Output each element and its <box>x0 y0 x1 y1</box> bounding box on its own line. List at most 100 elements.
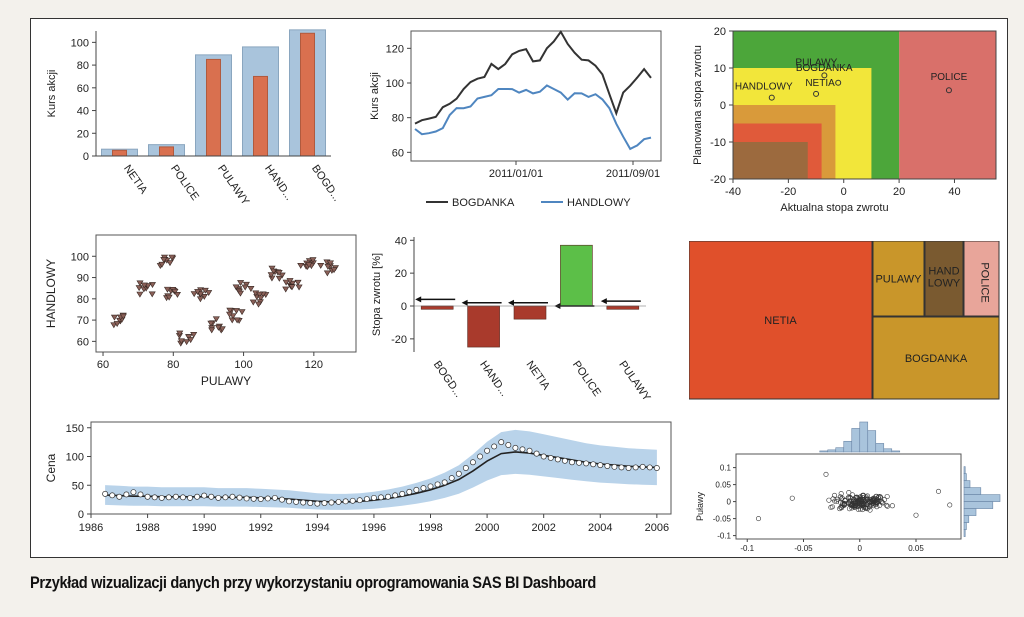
treemap-cell <box>689 241 873 400</box>
chart-treemap: NETIA PULAWY HAND LOWY POLICE BOGDANKA <box>689 241 1000 400</box>
scatter-point <box>848 497 854 503</box>
price-point <box>561 457 568 464</box>
x-tick-label: -20 <box>780 186 796 198</box>
x-tick-label: 0 <box>858 544 863 553</box>
scatter-point <box>330 267 338 274</box>
plot-frame <box>410 30 662 162</box>
y-tick-label: 0 <box>727 498 732 507</box>
price-point <box>300 499 307 506</box>
price-point <box>243 495 250 502</box>
y-tick-label: 20 <box>714 26 726 38</box>
y-tick-label: -20 <box>391 334 407 346</box>
scatter-point <box>867 499 873 505</box>
price-point <box>618 464 625 471</box>
legend-label: BOGDANKA <box>452 197 515 209</box>
scatter-point <box>309 257 317 264</box>
price-point <box>215 494 222 501</box>
y-tick-label: 0.1 <box>720 464 732 473</box>
hist-right-bar <box>963 508 977 516</box>
scatter-point <box>834 498 840 504</box>
price-point <box>448 475 455 482</box>
scatter-point <box>873 502 879 508</box>
price-point <box>271 494 278 501</box>
scatter-point <box>872 498 878 504</box>
category-label: POLICE <box>570 359 603 399</box>
scatter-point <box>846 489 852 495</box>
scatter-point <box>201 287 209 294</box>
scatter-point <box>190 331 198 338</box>
bar-inner <box>300 32 315 157</box>
price-point <box>385 493 392 500</box>
scatter-point <box>165 294 173 301</box>
scatter-point <box>863 497 869 503</box>
scatter-point <box>249 299 257 306</box>
scatter-point <box>889 503 895 509</box>
x-tick-label: -0.1 <box>740 544 754 553</box>
y-axis-label: Planowana stopa zwrotu <box>692 45 704 165</box>
price-point <box>392 492 399 499</box>
y-tick-label: 0 <box>83 151 89 163</box>
price-point <box>583 460 590 467</box>
chart-return-bars: -20 0 20 40 Stopa zwrotu [%] BOGD... HAND... NE… <box>371 235 653 404</box>
hist-top-bar <box>827 449 837 453</box>
price-point <box>554 456 561 463</box>
category-label: NETIA <box>121 163 150 197</box>
scatter-point <box>166 260 174 267</box>
price-point <box>165 494 172 501</box>
scatter-point <box>282 286 290 293</box>
price-point <box>370 494 377 501</box>
scatter-point <box>236 290 244 297</box>
y-tick-label: 40 <box>395 235 407 247</box>
hist-top-bar <box>867 430 877 453</box>
y-tick-label: 100 <box>71 251 89 263</box>
scatter-point <box>884 502 890 508</box>
plot-frame <box>90 421 672 515</box>
price-point <box>151 494 158 501</box>
x-tick-label: 2011/01/01 <box>489 168 543 180</box>
scatter-point <box>226 311 234 318</box>
bollinger-band <box>105 429 657 510</box>
scatter-point <box>278 272 286 279</box>
scatter-point <box>936 488 942 494</box>
scatter-point <box>847 495 853 501</box>
scatter-point <box>861 501 867 507</box>
y-tick-label: -20 <box>710 174 726 186</box>
y-tick-label: 20 <box>395 268 407 280</box>
point-label: POLICE <box>931 72 968 83</box>
price-point <box>187 494 193 501</box>
price-point <box>653 465 660 471</box>
scatter-point <box>854 504 860 510</box>
x-tick-label: 100 <box>234 359 252 371</box>
y-tick-label: 100 <box>386 78 404 90</box>
scatter-point <box>288 284 296 291</box>
scatter-point <box>247 286 255 292</box>
y-axis-label: HANDLOWY <box>44 259 58 328</box>
scatter-point <box>255 301 263 308</box>
chart-scatter-histograms: -0.1 -0.05 0 0.05 0.1 -0.1 -0.05 0 0.05 Puławy <box>695 421 1001 553</box>
x-tick-label: 1988 <box>135 522 159 534</box>
scatter-point <box>838 496 844 502</box>
price-point <box>229 493 236 500</box>
category-label: HAND... <box>262 163 295 203</box>
point-marker <box>835 79 842 86</box>
point-marker <box>821 72 828 79</box>
scatter-point <box>297 263 305 269</box>
series-line-handlowy <box>414 84 652 151</box>
x-tick-label: 40 <box>948 186 960 198</box>
price-point <box>123 491 130 498</box>
return-bar <box>560 244 593 307</box>
y-tick-label: 70 <box>77 315 89 327</box>
chart-price-history: 0 50 100 150 1986 1988 1990 1992 1994 1996 1998 200… <box>44 421 672 534</box>
y-axis-label: Kurs akcji <box>369 72 381 120</box>
price-point <box>264 495 271 502</box>
scatter-point <box>173 291 181 298</box>
treemap-label: PULAWY <box>875 274 922 286</box>
chart-share-price-bars: 0 20 40 60 80 100 Kurs akcji NETIA POLICE PULAWY H… <box>46 29 341 208</box>
scatter-point <box>205 290 213 297</box>
price-point <box>590 461 597 468</box>
price-point <box>519 446 526 453</box>
x-tick-label: 80 <box>167 359 179 371</box>
price-point <box>484 447 491 454</box>
y-tick-label: 20 <box>77 128 89 140</box>
x-tick-label: 1994 <box>305 522 329 534</box>
